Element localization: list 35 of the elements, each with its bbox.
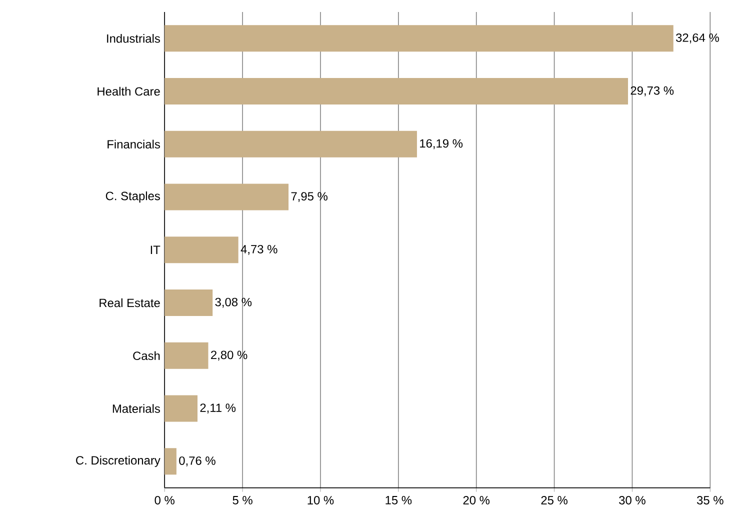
data-label: 16,19 % [420,139,463,150]
data-label: 7,95 % [291,192,328,202]
bar [164,25,674,52]
bar [164,290,213,316]
bar [164,236,238,264]
x-tick-label: 35 % [697,496,724,505]
data-label: 2,80 % [211,350,248,361]
bar [164,395,198,422]
data-label: 2,11 % [200,404,236,414]
y-tick-label: Industrials [107,34,160,43]
data-label: 4,73 % [240,245,278,255]
x-tick-label: 20 % [463,496,490,505]
bar [164,342,208,370]
y-tick-label: Real Estate [100,298,160,308]
x-tick-label: 25 % [541,496,568,505]
y-tick-label: Health Care [98,87,160,96]
data-label: 0,76 % [179,456,216,466]
y-tick-label: Cash [133,351,160,360]
bar [164,78,628,105]
data-label: 29,73 % [630,86,674,96]
x-tick-label: 5 % [232,496,252,505]
y-tick-label: IT [150,246,160,254]
y-tick-label: Materials [112,404,160,414]
y-tick-label: C. Staples [106,192,160,203]
x-tick-label: 10 % [308,496,334,505]
data-label: 3,08 % [215,298,252,308]
x-tick-label: 15 % [386,496,412,505]
y-tick-label: Financials [108,140,160,149]
data-label: 32,64 % [676,34,719,44]
x-tick-label: 0 % [154,496,174,505]
y-tick-label: C. Discretionary [76,456,160,468]
bar [164,448,176,475]
bar [164,184,289,210]
bar [164,131,417,158]
x-tick-label: 30 % [619,496,646,505]
